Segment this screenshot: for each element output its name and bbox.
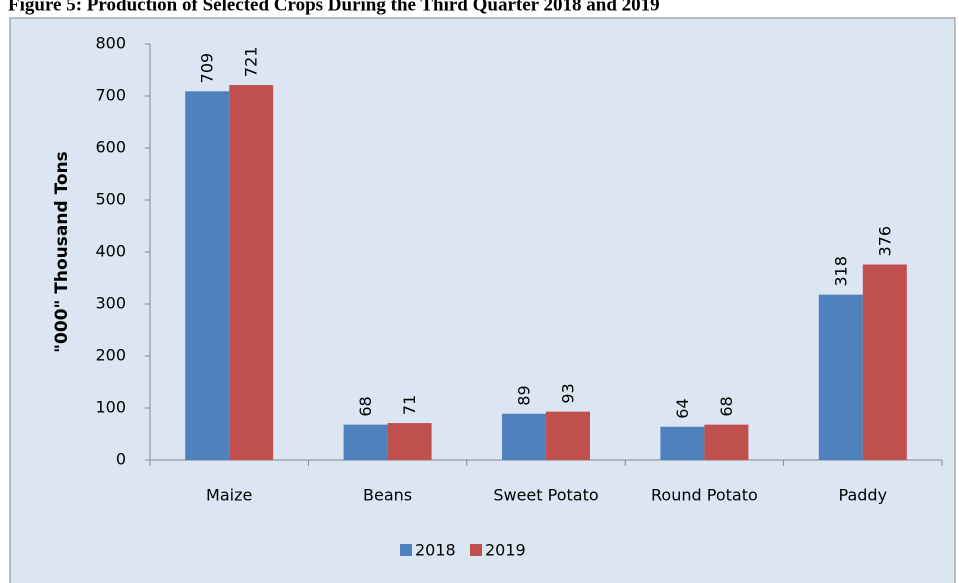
y-tick-label: 100 [95, 398, 126, 417]
legend-label: 2019 [485, 541, 526, 560]
x-tick-label: Sweet Potato [493, 486, 598, 505]
y-tick-label: 200 [95, 346, 126, 365]
value-label: 68 [356, 396, 375, 416]
chart-title: Figure 5: Production of Selected Crops D… [8, 0, 660, 15]
x-tick-label: Round Potato [651, 486, 758, 505]
bar [704, 424, 749, 460]
bar [818, 294, 863, 460]
value-label: 93 [559, 383, 578, 403]
x-tick-label: Paddy [839, 486, 888, 505]
chart-background [9, 17, 956, 583]
bar [546, 411, 590, 460]
value-label: 68 [717, 396, 736, 416]
legend-label: 2018 [415, 541, 456, 560]
value-label: 71 [400, 395, 419, 415]
y-tick-label: 500 [95, 190, 126, 209]
y-axis-label: "000" Thousand Tons [52, 151, 72, 353]
bar [229, 85, 274, 460]
y-tick-label: 800 [95, 34, 126, 53]
value-label: 376 [875, 226, 894, 257]
value-label: 318 [831, 256, 850, 287]
value-label: 709 [198, 53, 217, 84]
bar [660, 426, 705, 460]
legend-swatch [470, 544, 482, 556]
legend-swatch [400, 544, 412, 556]
y-tick-label: 300 [95, 294, 126, 313]
bar [387, 423, 432, 460]
value-label: 89 [515, 385, 534, 405]
y-tick-label: 700 [95, 86, 126, 105]
x-tick-label: Maize [206, 486, 252, 505]
value-label: 64 [673, 398, 692, 418]
y-tick-label: 400 [95, 242, 126, 261]
bar [862, 264, 907, 460]
bar [502, 413, 546, 460]
y-tick-label: 600 [95, 138, 126, 157]
value-label: 721 [242, 47, 261, 78]
bar [185, 91, 230, 460]
y-tick-label: 0 [116, 450, 126, 469]
bar [343, 424, 388, 460]
x-tick-label: Beans [363, 486, 412, 505]
